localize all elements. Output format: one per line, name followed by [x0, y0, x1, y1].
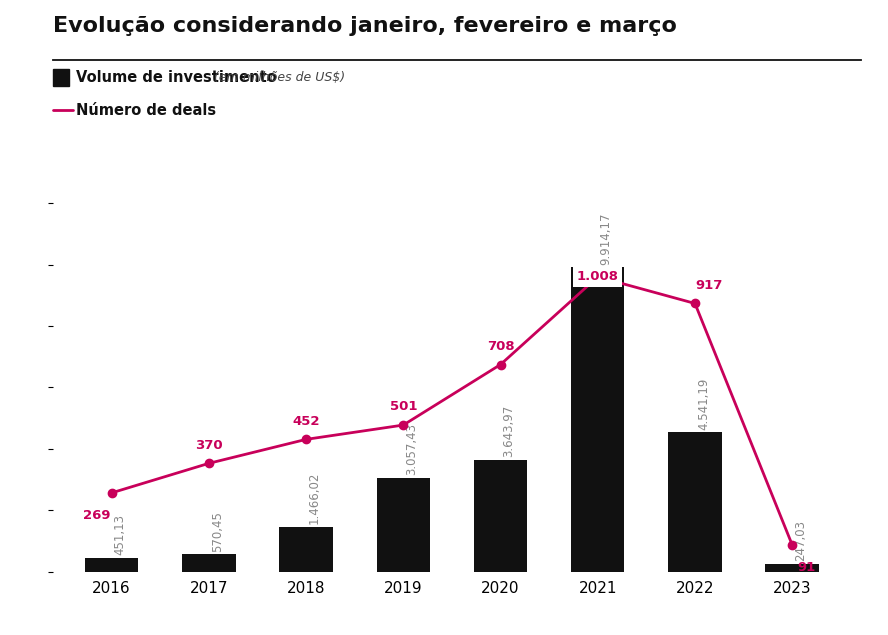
Bar: [765, 564, 819, 572]
Text: 4.541,19: 4.541,19: [697, 377, 710, 430]
Text: 370: 370: [195, 439, 223, 451]
Text: 501: 501: [390, 400, 417, 413]
Text: 917: 917: [696, 279, 723, 291]
Text: 9.914,17: 9.914,17: [599, 212, 613, 265]
Text: 708: 708: [487, 340, 514, 353]
Text: Volume de investimento: Volume de investimento: [76, 70, 277, 85]
Text: 1.466,02: 1.466,02: [308, 472, 321, 524]
Bar: [85, 558, 139, 572]
Bar: [280, 526, 333, 572]
Bar: [182, 554, 235, 572]
Text: 451,13: 451,13: [114, 514, 127, 555]
Text: (em milhões de US$): (em milhões de US$): [214, 71, 345, 84]
Text: 91: 91: [797, 561, 816, 574]
Text: 3.057,43: 3.057,43: [405, 423, 418, 475]
Text: 269: 269: [83, 509, 111, 522]
Text: Número de deals: Número de deals: [76, 103, 217, 118]
Text: 452: 452: [292, 415, 320, 428]
Bar: [571, 267, 624, 572]
Bar: [377, 478, 430, 572]
Text: 1.008: 1.008: [576, 271, 619, 283]
Text: 247,03: 247,03: [794, 521, 807, 561]
Text: 3.643,97: 3.643,97: [503, 405, 515, 457]
Bar: [669, 432, 722, 572]
Bar: [474, 460, 527, 572]
Text: Evolução considerando janeiro, fevereiro e março: Evolução considerando janeiro, fevereiro…: [53, 16, 678, 36]
Text: 570,45: 570,45: [210, 511, 224, 552]
